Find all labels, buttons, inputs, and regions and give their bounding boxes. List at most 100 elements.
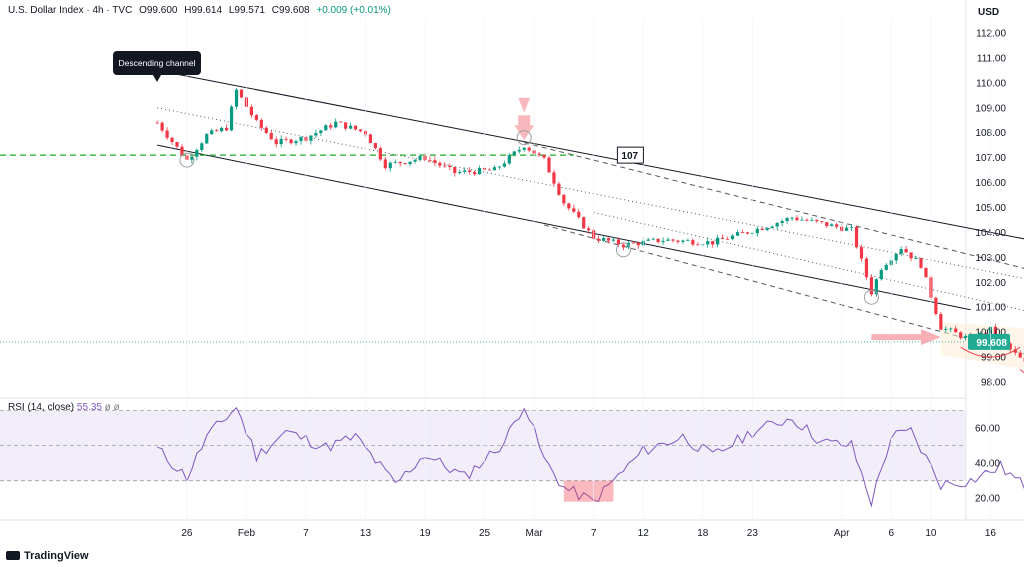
candle-body: [810, 219, 814, 221]
candle-body: [249, 106, 253, 116]
rsi-header: RSI (14, close) 55.35 ø ø: [8, 402, 120, 413]
candle-body: [924, 267, 928, 278]
currency-label[interactable]: USD: [978, 7, 1000, 18]
symbol-label[interactable]: U.S. Dollar Index · 4h · TVC: [8, 5, 133, 16]
candle-body: [155, 122, 159, 124]
candle-body: [229, 106, 234, 131]
candle-body: [180, 146, 184, 156]
high-value: H99.614: [184, 5, 223, 16]
candle-body: [353, 125, 358, 130]
price-tick-label: 106.00: [975, 178, 1006, 189]
touch-point-circle: [516, 130, 532, 146]
inner-upper-dashed-line: [524, 142, 1024, 269]
candle-body: [854, 227, 859, 248]
candle-body: [696, 244, 700, 246]
candle-body: [795, 217, 799, 221]
candle-body: [502, 163, 506, 167]
candle-body: [388, 162, 392, 169]
candle-body: [319, 130, 323, 133]
candle-body: [983, 332, 988, 334]
channel-upper-line: [157, 69, 1024, 240]
last-price-tag: [968, 333, 1010, 350]
candle-body: [914, 258, 918, 259]
candle-body: [859, 247, 864, 259]
candle-body: [567, 203, 571, 209]
rsi-extra: ø ø: [104, 402, 120, 413]
time-tick-label: 7: [303, 528, 309, 539]
candle-body: [458, 171, 462, 173]
candle-body: [706, 241, 710, 245]
candle-body: [820, 221, 824, 223]
rsi-tick-label: 40.00: [975, 459, 1000, 470]
candle-body: [785, 218, 789, 222]
candle-body: [383, 159, 387, 169]
rsi-tick-label: 20.00: [975, 494, 1000, 505]
rsi-oversold-highlight: [563, 480, 614, 502]
candle-body: [572, 208, 576, 212]
rsi-axis: 20.00 40.00 60.00: [975, 424, 1000, 505]
chart-header: U.S. Dollar Index · 4h · TVC O99.600 H99…: [8, 5, 395, 16]
candle-body: [780, 221, 784, 223]
price-tick-label: 100.00: [975, 328, 1006, 339]
candle-body: [884, 264, 888, 270]
tradingview-icon: [6, 551, 20, 560]
time-tick-label: Apr: [834, 528, 850, 539]
candle-body: [721, 237, 725, 239]
candle-body: [225, 127, 229, 131]
candle-body: [716, 237, 720, 245]
price-tick-label: 105.00: [975, 203, 1006, 214]
candle-body: [725, 238, 730, 240]
rsi-label[interactable]: RSI (14, close): [8, 402, 75, 413]
candle-body: [959, 332, 963, 338]
time-tick-label: 10: [925, 528, 937, 539]
price-tick-label: 101.00: [975, 303, 1006, 314]
time-tick-label: Mar: [526, 528, 544, 539]
candle-body: [616, 239, 621, 245]
candle-body: [542, 154, 546, 158]
candle-body: [428, 159, 432, 161]
candle-body: [909, 252, 913, 259]
candle-body: [671, 239, 675, 241]
candle-body: [760, 228, 764, 230]
price-tick-label: 112.00: [976, 28, 1006, 39]
candle-body: [934, 297, 938, 314]
candle-body: [378, 148, 382, 160]
candle-body: [631, 242, 635, 244]
tradingview-logo[interactable]: TradingView: [6, 550, 89, 562]
touch-point-circle: [615, 242, 631, 258]
touch-point-circle: [863, 289, 879, 305]
pattern-arc-left: [960, 346, 1021, 358]
candle-body: [314, 132, 318, 136]
time-tick-label: 19: [419, 528, 431, 539]
candle-body: [800, 219, 804, 221]
candle-body: [448, 165, 452, 168]
rsi-tick-label: 60.00: [975, 424, 1000, 435]
candle-body: [299, 137, 303, 142]
candle-body: [274, 139, 278, 145]
candle-body: [368, 134, 373, 144]
candle-body: [597, 238, 601, 241]
candle-body: [964, 335, 968, 338]
candle-body: [711, 241, 715, 245]
candle-body: [433, 160, 437, 163]
candle-body: [636, 242, 640, 246]
price-tick-label: 110.00: [976, 78, 1006, 89]
candle-body: [864, 258, 869, 278]
candle-body: [284, 138, 288, 140]
candle-body: [512, 151, 516, 156]
close-value: C99.608: [271, 5, 310, 16]
candle-body: [1008, 343, 1012, 350]
level-107-label-box: [616, 146, 644, 164]
candle-body: [552, 172, 556, 184]
candle-body: [587, 228, 591, 231]
price-tick-label: 103.00: [975, 253, 1006, 264]
candle-body: [463, 170, 467, 172]
candle-body: [358, 129, 363, 132]
candle-body: [289, 139, 293, 144]
candle-body: [487, 169, 492, 171]
time-axis: 26Feb7131925Mar7121823Apr6101623May: [181, 18, 996, 539]
candle-body: [200, 143, 204, 151]
candle-body: [254, 115, 258, 120]
rsi-line: [157, 406, 1024, 508]
